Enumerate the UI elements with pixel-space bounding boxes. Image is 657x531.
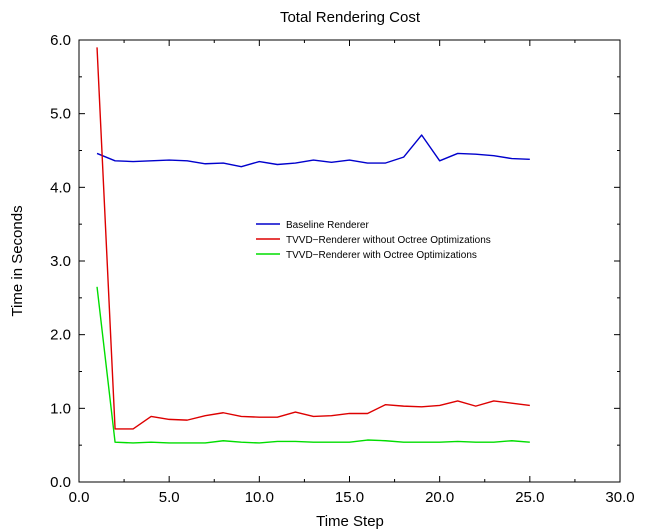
x-tick-label: 30.0 [605, 489, 634, 506]
series-lines [96, 47, 530, 444]
series-line-1 [96, 134, 530, 168]
y-tick-label: 1.0 [50, 400, 71, 417]
legend-label: Baseline Renderer [286, 220, 369, 231]
x-tick-label: 10.0 [245, 489, 274, 506]
x-tick-label: 5.0 [159, 489, 180, 506]
y-tick-label: 6.0 [50, 32, 71, 49]
x-tick-label: 25.0 [515, 489, 544, 506]
chart-title: Total Rendering Cost [280, 9, 421, 26]
y-tick-label: 3.0 [50, 253, 71, 270]
x-tick-label: 0.0 [69, 489, 90, 506]
axis-ticks: 0.0 5.0 10.0 15.0 20.0 25.0 30.0 0.0 1.0 2.0 3.0 4.… [50, 32, 634, 506]
legend-label: TVVD−Renderer with Octree Optimizations [286, 250, 477, 261]
plot-frame [78, 39, 621, 483]
y-tick-label: 2.0 [50, 327, 71, 344]
x-tick-label: 15.0 [335, 489, 364, 506]
x-tick-label: 20.0 [425, 489, 454, 506]
y-axis-label: Time in Seconds [9, 205, 26, 316]
series-line-3 [96, 286, 530, 444]
y-tick-label: 4.0 [50, 179, 71, 196]
y-tick-label: 0.0 [50, 474, 71, 491]
series-line-2 [96, 47, 530, 430]
legend-label: TVVD−Renderer without Octree Optimizatio… [286, 235, 491, 246]
legend: Baseline Renderer TVVD−Renderer without O… [256, 220, 491, 261]
x-axis-label: Time Step [316, 513, 384, 530]
y-tick-label: 5.0 [50, 106, 71, 123]
